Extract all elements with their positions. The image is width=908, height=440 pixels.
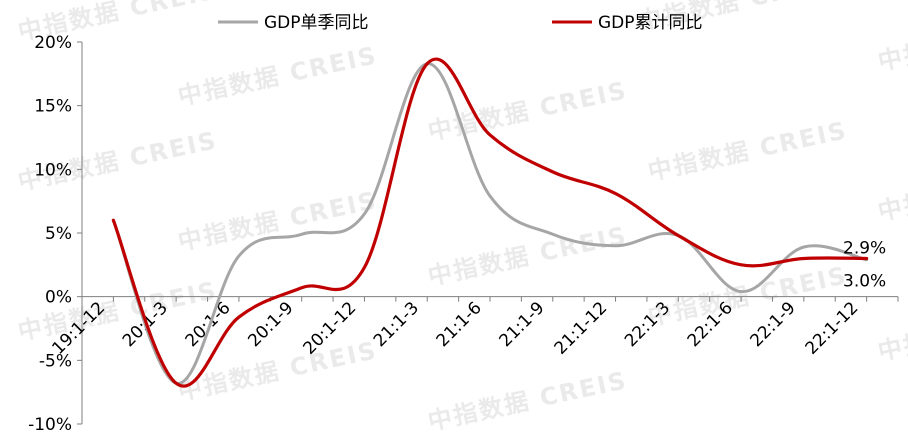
data-labels: 2.9% 3.0%: [843, 239, 886, 292]
x-tick-label: 21:1-12: [551, 298, 612, 359]
data-label: 3.0%: [843, 271, 886, 291]
data-label: 2.9%: [843, 239, 886, 259]
legend: GDP单季同比 GDP累计同比: [218, 13, 703, 33]
watermark-text: 中指数据 CREIS: [875, 156, 908, 226]
x-tick-label: 21:1-3: [370, 298, 423, 351]
watermark-text: 中指数据 CREIS: [175, 186, 379, 256]
y-tick-label: 5%: [45, 224, 72, 244]
watermark-text: 中指数据 CREIS: [875, 6, 908, 76]
y-tick-label: 15%: [34, 97, 72, 117]
series-line-cumulative-yoy: [111, 57, 869, 388]
x-tick-label: 21:1-6: [433, 298, 486, 351]
y-tick-label: 0%: [45, 288, 72, 308]
legend-item-quarterly-yoy: GDP单季同比: [218, 13, 369, 33]
x-tick-label: 21:1-9: [495, 298, 548, 351]
y-tick-label: 20%: [34, 33, 72, 53]
y-tick-label: -10%: [28, 415, 72, 435]
watermark-text: 中指数据 CREIS: [425, 366, 629, 436]
watermark-text: 中指数据 CREIS: [175, 41, 379, 111]
watermark-text: 中指数据 CREIS: [645, 116, 849, 186]
watermark-text: 中指数据 CREIS: [425, 221, 629, 291]
series-lines: [111, 57, 869, 388]
x-tick-label: 20:1-9: [244, 298, 297, 351]
x-tick-label: 22:1-12: [802, 298, 863, 359]
y-tick-label: 10%: [34, 160, 72, 180]
legend-item-cumulative-yoy: GDP累计同比: [552, 13, 703, 33]
legend-label: GDP单季同比: [264, 13, 369, 33]
series-line-quarterly-yoy: [111, 62, 869, 385]
watermark-text: 中指数据 CREIS: [175, 336, 379, 406]
y-tick-label: -5%: [39, 351, 72, 371]
watermark-text: 中指数据 CREIS: [645, 261, 849, 331]
legend-label: GDP累计同比: [598, 13, 703, 33]
watermark-text: 中指数据 CREIS: [875, 296, 908, 366]
